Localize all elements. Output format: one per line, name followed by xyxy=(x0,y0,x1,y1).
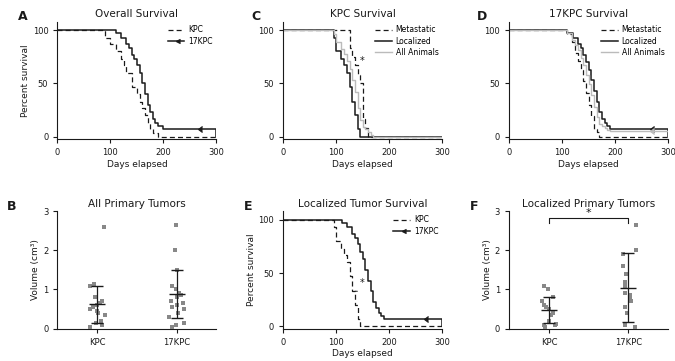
Point xyxy=(620,304,630,310)
Point xyxy=(178,306,189,312)
Text: C: C xyxy=(252,10,261,23)
Text: B: B xyxy=(7,200,16,213)
Text: A: A xyxy=(18,10,27,23)
Title: Overall Survival: Overall Survival xyxy=(95,9,178,19)
Point xyxy=(167,304,178,310)
Point xyxy=(169,248,180,253)
Point xyxy=(164,314,175,320)
Point xyxy=(540,304,551,310)
X-axis label: Days elapsed: Days elapsed xyxy=(107,160,167,169)
Point xyxy=(630,248,641,253)
Point xyxy=(97,298,107,304)
Point xyxy=(171,287,182,292)
Point xyxy=(174,291,185,296)
Point xyxy=(625,298,636,304)
Point xyxy=(90,320,101,326)
Point xyxy=(178,300,188,306)
Point xyxy=(167,283,178,288)
Point xyxy=(539,322,549,327)
Point xyxy=(88,281,99,287)
Point xyxy=(95,300,105,306)
Point xyxy=(171,222,182,228)
Point xyxy=(537,298,547,304)
Point xyxy=(85,283,96,288)
Point xyxy=(629,324,640,330)
Point xyxy=(619,279,630,284)
Title: All Primary Tumors: All Primary Tumors xyxy=(88,199,186,209)
Point xyxy=(622,310,632,316)
Point xyxy=(545,312,556,318)
Title: KPC Survival: KPC Survival xyxy=(330,9,396,19)
Point xyxy=(85,306,96,312)
Point xyxy=(171,294,182,300)
Point xyxy=(548,310,559,316)
Text: E: E xyxy=(244,200,252,213)
Point xyxy=(624,296,635,302)
Point xyxy=(543,318,554,323)
Point xyxy=(620,322,630,327)
Point xyxy=(165,298,176,304)
Point xyxy=(167,324,178,330)
Point xyxy=(99,224,109,230)
Point xyxy=(620,271,631,277)
Y-axis label: Percent survival: Percent survival xyxy=(21,44,30,117)
Point xyxy=(547,294,558,300)
Point xyxy=(178,320,189,326)
Text: *: * xyxy=(586,208,591,218)
Point xyxy=(630,222,641,228)
Point xyxy=(171,322,182,327)
Title: 17KPC Survival: 17KPC Survival xyxy=(549,9,628,19)
Point xyxy=(88,304,99,310)
Point xyxy=(92,310,103,316)
Point xyxy=(90,294,101,300)
Text: F: F xyxy=(469,200,478,213)
X-axis label: Days elapsed: Days elapsed xyxy=(332,349,393,358)
Legend: KPC, 17KPC: KPC, 17KPC xyxy=(167,26,213,46)
Y-axis label: Volume (cm³): Volume (cm³) xyxy=(483,239,492,300)
Point xyxy=(92,302,103,308)
Point xyxy=(539,302,549,308)
Point xyxy=(92,308,103,314)
Point xyxy=(538,283,549,288)
Legend: Metastatic, Localized, All Animals: Metastatic, Localized, All Animals xyxy=(601,26,664,57)
Point xyxy=(99,312,110,318)
Title: Localized Tumor Survival: Localized Tumor Survival xyxy=(298,199,427,209)
Point xyxy=(95,318,106,323)
Y-axis label: Volume (cm³): Volume (cm³) xyxy=(31,239,40,300)
Point xyxy=(176,292,186,298)
Text: *: * xyxy=(359,56,364,66)
Point xyxy=(544,306,555,312)
X-axis label: Days elapsed: Days elapsed xyxy=(558,160,619,169)
Point xyxy=(171,267,182,273)
Legend: KPC, 17KPC: KPC, 17KPC xyxy=(394,215,439,235)
Title: Localized Primary Tumors: Localized Primary Tumors xyxy=(522,199,655,209)
Point xyxy=(550,321,561,327)
Point xyxy=(620,291,630,296)
Point xyxy=(624,292,635,298)
X-axis label: Days elapsed: Days elapsed xyxy=(332,160,393,169)
Point xyxy=(543,287,554,292)
Point xyxy=(618,252,628,257)
Point xyxy=(620,283,630,288)
Point xyxy=(172,302,183,308)
Point xyxy=(549,322,560,328)
Point xyxy=(173,310,184,316)
Point xyxy=(618,263,628,269)
Point xyxy=(85,324,96,330)
Text: *: * xyxy=(359,278,364,288)
Legend: Metastatic, Localized, All Animals: Metastatic, Localized, All Animals xyxy=(375,26,439,57)
Text: D: D xyxy=(477,10,487,23)
Point xyxy=(539,324,550,330)
Y-axis label: Percent survival: Percent survival xyxy=(247,234,256,306)
Point xyxy=(97,322,107,327)
